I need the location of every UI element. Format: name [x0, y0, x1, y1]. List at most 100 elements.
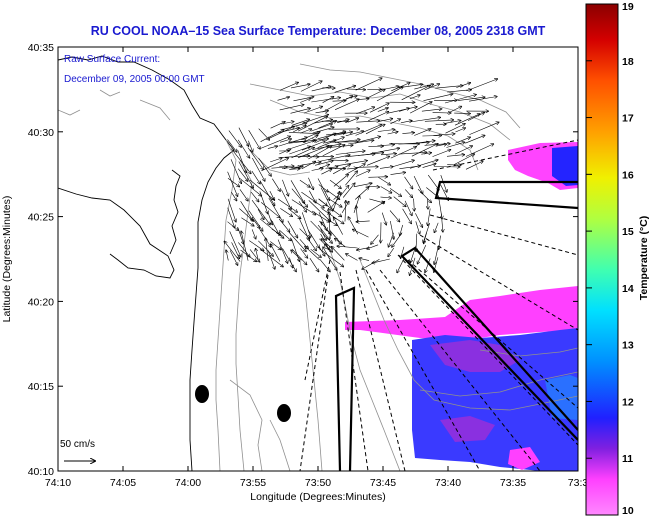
current-vector: [333, 174, 348, 187]
x-tick-label: 73:45: [370, 477, 396, 489]
current-vector: [239, 189, 248, 201]
current-vector: [402, 208, 412, 224]
current-vector: [356, 121, 379, 122]
current-vector: [400, 224, 403, 236]
current-vector: [330, 186, 349, 209]
x-tick-label: 73:50: [305, 477, 331, 489]
current-vector: [365, 186, 380, 187]
y-tick-label: 40:10: [28, 466, 54, 478]
current-vector: [404, 200, 412, 216]
current-vector: [337, 246, 358, 249]
current-vector: [428, 198, 429, 209]
current-vector: [355, 78, 382, 91]
current-vector: [227, 198, 236, 222]
current-vector: [380, 186, 392, 194]
current-vector: [393, 196, 406, 207]
current-vector: [271, 167, 287, 168]
current-vector: [439, 235, 441, 250]
current-vector: [228, 130, 241, 148]
current-vector: [398, 108, 409, 112]
current-vector: [240, 249, 257, 262]
current-vector: [322, 96, 353, 113]
colorbar-tick-label: 14: [622, 283, 634, 295]
current-vector: [320, 187, 333, 211]
current-vector: [441, 213, 443, 232]
current-vector: [325, 167, 338, 169]
current-vector: [417, 188, 431, 202]
current-vector: [231, 148, 251, 174]
current-vector: [293, 97, 314, 102]
current-vector: [332, 164, 350, 175]
current-vector: [301, 212, 311, 237]
x-axis: 74:10 74:05 74:00 73:55 73:50 73:45 73:40 73:35…: [45, 47, 588, 489]
current-vector: [251, 217, 260, 229]
y-tick-label: 40:15: [28, 381, 54, 393]
current-vector: [298, 201, 306, 212]
current-vector: [308, 239, 316, 251]
current-vector: [346, 89, 366, 90]
current-vector: [301, 191, 324, 208]
current-vector: [400, 121, 412, 124]
current-vector: [345, 201, 346, 222]
current-vector: [241, 231, 249, 261]
current-vector: [446, 142, 464, 148]
colorbar-tick-label: 19: [622, 1, 634, 13]
y-tick-label: 40:25: [28, 212, 54, 224]
current-vector: [258, 158, 272, 176]
current-vector: [332, 192, 340, 211]
current-vector: [469, 97, 497, 102]
current-vector: [278, 218, 289, 232]
current-vector: [226, 250, 229, 261]
current-vector: [414, 198, 415, 211]
current-vector: [251, 170, 260, 184]
current-vector: [346, 168, 357, 169]
current-vector: [404, 189, 412, 197]
current-vector: [290, 84, 310, 89]
current-vector: [390, 147, 417, 159]
current-vector: [411, 144, 438, 157]
current-vector: [288, 132, 319, 133]
current-vector: [434, 245, 439, 264]
current-vector: [249, 240, 263, 251]
y-tick-label: 40:20: [28, 296, 54, 308]
current-vector: [366, 89, 385, 99]
overlay-line1: Raw Surface Current:: [64, 54, 160, 65]
current-vector: [353, 229, 369, 238]
current-vector: [455, 137, 470, 144]
marker-dot-west: [195, 385, 209, 403]
sst-patch-purple-1: [430, 340, 520, 372]
current-vector: [317, 131, 346, 140]
current-vector: [346, 254, 358, 261]
current-vector: [465, 135, 485, 144]
x-tick-label: 74:00: [175, 477, 201, 489]
current-vector: [300, 81, 322, 92]
current-vector: [388, 232, 394, 247]
current-vector: [291, 147, 315, 159]
current-vector: [434, 222, 439, 233]
current-vector: [320, 228, 327, 241]
current-vector: [271, 228, 281, 235]
current-vector: [300, 248, 308, 259]
current-vector: [330, 142, 358, 143]
current-vector: [368, 177, 387, 178]
current-vector: [290, 140, 317, 149]
colorbar-tick-label: 17: [622, 113, 634, 125]
current-vector: [356, 206, 357, 223]
current-vector: [303, 107, 323, 114]
current-vector: [311, 168, 324, 171]
current-vector: [422, 136, 441, 137]
current-vector: [447, 90, 471, 93]
current-vector: [288, 140, 315, 144]
current-vector: [380, 197, 391, 198]
current-vector: [329, 179, 341, 188]
current-vector: [290, 180, 305, 203]
current-vector: [289, 257, 292, 268]
current-vector: [323, 247, 331, 260]
y-axis: 40:35 40:30 40:25 40:20 40:15 40:10: [28, 42, 578, 478]
current-vector: [402, 133, 414, 134]
current-vector: [239, 208, 253, 222]
current-vector: [366, 156, 390, 166]
colorbar-tick-label: 13: [622, 340, 634, 352]
current-vector: [261, 202, 280, 217]
current-vector: [248, 140, 252, 152]
